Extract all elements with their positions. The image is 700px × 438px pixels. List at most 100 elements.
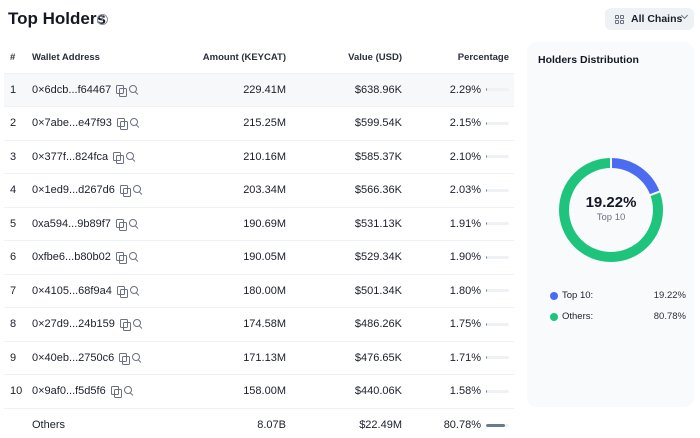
holders-distribution-card: Holders Distribution 19.22% Top 10 Top 1… [527,42,694,407]
copy-icon[interactable] [116,118,128,131]
wallet-address-link[interactable]: 0×7abe...e47f93 [32,117,112,130]
copy-icon[interactable] [115,218,127,231]
amount-cell: 215.25M [174,106,286,140]
grid-icon [615,15,624,24]
wallet-cell: 0×4105...68f9a4 [32,273,174,308]
amount-cell: 174.58M [174,307,286,341]
copy-icon[interactable] [115,252,127,265]
wallet-address-link[interactable]: 0×40eb...2750c6 [32,351,115,364]
wallet-address-link[interactable]: 0×1ed9...d267d6 [32,184,115,197]
others-percentage: 80.78% [402,407,514,438]
search-icon[interactable] [129,285,140,296]
value-cell: $599.54K [286,106,402,140]
percentage-bar [486,255,509,259]
table-row: 5 0xa594...9b89f7 190.69M $531.13K 1.91% [4,206,514,241]
wallet-address-link[interactable]: 0×9af0...f5d5f6 [32,385,106,398]
table-header-row: # Wallet Address Amount (KEYCAT) Value (… [4,42,514,73]
copy-icon[interactable] [119,319,131,332]
table-row-others: Others 8.07B $22.49M 80.78% [4,407,514,438]
percentage-text: 1.58% [449,385,481,398]
all-chains-button[interactable]: All Chains [605,8,694,30]
table-row: 7 0×4105...68f9a4 180.00M $501.34K 1.80% [4,273,514,308]
search-icon[interactable] [126,151,136,162]
percentage-text: 2.15% [449,117,481,130]
percentage-bar [486,88,509,92]
all-chains-label: All Chains [631,13,683,25]
legend-dot-others [550,313,558,321]
info-icon[interactable] [97,14,108,25]
rank-cell: 5 [4,206,32,241]
amount-cell: 180.00M [174,273,286,308]
legend-label-others: Others: [562,311,594,322]
percentage-bar [486,121,509,125]
legend-label-top10: Top 10: [562,290,594,301]
search-icon[interactable] [129,118,140,128]
wallet-cell: 0xa594...9b89f7 [32,206,174,241]
wallet-cell: 0×377f...824fca [32,139,174,174]
search-icon[interactable] [128,252,139,262]
percentage-cell: 1.75% [402,307,514,341]
percentage-cell: 2.10% [402,139,514,174]
rank-cell: 9 [4,340,32,375]
wallet-cell: 0×27d9...24b159 [32,307,174,341]
copy-icon[interactable] [110,386,122,399]
percentage-bar-fill [486,155,487,159]
percentage-bar-fill [486,88,487,92]
wallet-address-link[interactable]: 0×27d9...24b159 [32,318,115,331]
percentage-bar [486,322,509,326]
percentage-cell: 1.80% [402,273,514,308]
others-value: $22.49M [286,407,402,438]
wallet-address-link[interactable]: 0×377f...824fca [32,150,109,163]
percentage-cell: 1.91% [402,206,514,241]
distribution-donut-chart [559,157,663,262]
search-icon[interactable] [128,218,139,229]
percentage-bar [486,188,509,192]
table-row: 6 0xfbe6...b80b02 190.05M $529.34K 1.90% [4,240,514,274]
wallet-address-link[interactable]: 0×4105...68f9a4 [32,284,112,297]
copy-icon[interactable] [116,285,128,298]
percentage-bar [486,389,509,393]
search-icon[interactable] [132,319,143,329]
legend-top10: Top 10: 19.22% [550,289,686,303]
percentage-bar-fill [486,188,487,192]
search-icon[interactable] [123,386,134,396]
wallet-address-link[interactable]: 0xa594...9b89f7 [32,217,111,230]
percentage-bar-fill [486,322,487,326]
percentage-bar-fill [486,389,487,393]
search-icon[interactable] [132,185,143,195]
percentage-cell: 1.90% [402,240,514,274]
rank-cell: 10 [4,374,32,408]
rank-cell: 1 [4,72,32,107]
search-icon[interactable] [132,352,142,363]
search-icon[interactable] [129,84,139,95]
copy-icon[interactable] [113,151,125,164]
amount-cell: 210.16M [174,139,286,174]
wallet-address-link[interactable]: 0xfbe6...b80b02 [32,251,111,264]
legend-value-top10: 19.22% [653,290,686,301]
rank-cell: 8 [4,307,32,341]
value-cell: $531.13K [286,206,402,241]
wallet-cell: 0×6dcb...f64467 [32,72,174,107]
wallet-address-link[interactable]: 0×6dcb...f64467 [32,83,112,96]
column-header-rank: # [10,51,16,63]
column-header-wallet: Wallet Address [32,51,100,63]
others-label: Others [32,407,174,438]
value-cell: $501.34K [286,273,402,308]
percentage-bar-fill [486,121,487,125]
amount-cell: 190.05M [174,240,286,274]
column-header-value: Value (USD) [348,51,402,63]
copy-icon[interactable] [119,185,131,198]
table-row: 10 0×9af0...f5d5f6 158.00M $440.06K 1.58% [4,374,514,408]
copy-icon[interactable] [116,84,128,97]
copy-icon[interactable] [119,352,131,365]
value-cell: $638.96K [286,72,402,107]
percentage-bar [486,356,509,360]
others-rank [4,407,32,438]
percentage-bar-fill [486,255,487,259]
page-title: Top Holders [8,9,106,28]
percentage-text: 2.10% [449,150,481,163]
percentage-cell: 1.71% [402,340,514,375]
percentage-text: 1.71% [449,351,481,364]
rank-cell: 3 [4,139,32,174]
percentage-text: 80.78% [443,419,481,432]
